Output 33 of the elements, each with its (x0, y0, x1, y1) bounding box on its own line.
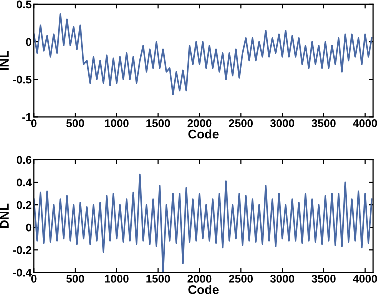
x-tick-label: 1500 (146, 275, 170, 283)
line-series (34, 13, 373, 96)
x-tick-label: 3000 (270, 120, 294, 128)
x-tick-label: 3000 (270, 275, 294, 283)
x-tick-label: 1500 (146, 120, 170, 128)
x-tick-label: 4000 (353, 120, 378, 128)
y-tick-label: 0.5 (17, 0, 32, 9)
x-tick-label: 500 (66, 275, 84, 283)
x-axis-title: Code (188, 285, 219, 294)
y-tick-label: 0.2 (17, 201, 32, 210)
y-tick-label: -1 (22, 114, 32, 122)
x-tick-label: 2000 (188, 275, 212, 283)
y-axis-title: INL (0, 51, 9, 70)
x-tick-label: 2500 (229, 275, 254, 283)
y-tick-label: 0.6 (17, 156, 32, 164)
x-tick-label: 1000 (105, 120, 129, 128)
x-axis-title: Code (188, 130, 219, 139)
y-axis-title: DNL (0, 204, 9, 228)
y-tick-label: 0 (26, 224, 32, 232)
x-tick-label: 1000 (105, 275, 129, 283)
x-tick-label: 3500 (312, 275, 336, 283)
x-tick-label: 500 (66, 120, 84, 128)
y-tick-label: -0.4 (13, 268, 32, 277)
y-tick-label: -0.5 (13, 76, 32, 84)
x-tick-label: 3500 (312, 120, 336, 128)
y-tick-label: 0.4 (17, 178, 32, 187)
x-tick-label: 0 (31, 120, 37, 128)
x-tick-label: 2000 (188, 120, 212, 128)
y-tick-label: -0.2 (13, 246, 32, 254)
x-tick-label: 0 (31, 275, 37, 283)
x-tick-label: 2500 (229, 120, 254, 128)
x-tick-label: 4000 (353, 275, 378, 283)
y-tick-label: 0 (26, 38, 32, 46)
